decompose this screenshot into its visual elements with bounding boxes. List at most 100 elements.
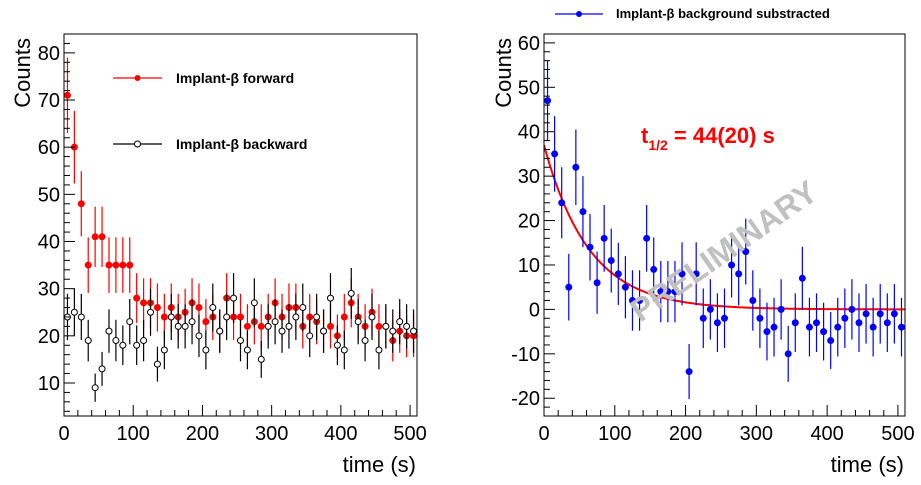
data-point (126, 318, 134, 326)
data-point (119, 261, 127, 269)
data-point (320, 327, 328, 335)
data-point (77, 200, 85, 208)
data-point (382, 322, 390, 330)
left-plot-frame (63, 33, 418, 417)
data-point (579, 208, 587, 216)
data-point (160, 346, 168, 354)
data-point (692, 270, 700, 278)
data-point (389, 327, 397, 335)
left-y-tick-label: 20 (38, 326, 60, 348)
data-point (784, 350, 792, 358)
right-x-tick-label: 100 (598, 423, 631, 445)
data-point (593, 279, 601, 287)
data-point (375, 346, 383, 354)
data-point (105, 261, 113, 269)
data-point (77, 313, 85, 321)
left-y-tick-label: 40 (38, 232, 60, 254)
data-point (133, 341, 141, 349)
data-point (91, 233, 99, 241)
data-point (848, 305, 856, 313)
data-point (368, 313, 376, 321)
right-panel: 0 100 200 300 400 500 -20 -10 0 10 20 30 40 50 60 Coun… (491, 6, 915, 477)
right-y-tick-label: 60 (518, 33, 540, 55)
data-point (650, 265, 658, 273)
left-x-tick-label: 300 (255, 423, 288, 445)
data-point (841, 314, 849, 322)
data-point (285, 322, 293, 330)
data-point (133, 294, 141, 302)
data-point (551, 150, 559, 158)
left-x-tick-label: 500 (393, 423, 426, 445)
data-point (410, 327, 417, 335)
data-point (340, 313, 348, 321)
data-point (890, 310, 898, 318)
data-point (278, 327, 286, 335)
data-point (153, 304, 161, 312)
data-point (883, 319, 891, 327)
data-point (721, 314, 728, 322)
data-point (834, 323, 842, 331)
data-point (306, 332, 314, 340)
right-x-tick-label: 300 (740, 423, 773, 445)
data-point (827, 336, 835, 344)
data-point (586, 243, 594, 251)
legend-bkg-sub-marker (576, 11, 582, 17)
data-point (98, 233, 106, 241)
legend-forward-label: Implant-β forward (176, 70, 294, 86)
data-point (664, 288, 672, 296)
data-point (216, 327, 224, 335)
data-point (396, 318, 404, 326)
data-point (791, 319, 799, 327)
left-x-tick-label: 100 (117, 423, 150, 445)
data-point (749, 297, 757, 305)
right-plot-frame (543, 33, 906, 417)
data-point (209, 304, 217, 312)
data-point (544, 97, 552, 105)
right-x-tick-label: 400 (810, 423, 843, 445)
data-point (105, 327, 113, 335)
left-legend: Implant-β forward Implant-β backward (113, 70, 307, 152)
data-point (713, 319, 721, 327)
right-y-tick-label: 0 (529, 299, 540, 321)
data-point (728, 261, 736, 269)
data-point (375, 322, 383, 330)
data-point (657, 288, 665, 296)
right-y-tick-label: 10 (518, 255, 540, 277)
right-y-tick-label: 30 (518, 166, 540, 188)
data-point (671, 288, 679, 296)
data-point (299, 304, 307, 312)
right-series-0 (544, 60, 905, 400)
data-point (140, 299, 148, 307)
left-y-tick-label: 10 (38, 373, 60, 395)
data-point (326, 322, 334, 330)
data-point (264, 322, 272, 330)
data-point (558, 199, 566, 207)
data-point (628, 297, 636, 305)
data-point (897, 323, 905, 331)
right-y-tick-label: 20 (518, 211, 540, 233)
data-point (243, 346, 251, 354)
data-point (855, 319, 863, 327)
left-y-tick-label: 80 (38, 43, 60, 65)
data-point (223, 313, 231, 321)
data-point (340, 346, 348, 354)
data-point (572, 163, 580, 171)
data-point (607, 257, 615, 265)
left-y-tick-label: 30 (38, 279, 60, 301)
left-y-tick-label: 50 (38, 184, 60, 206)
data-point (257, 322, 265, 330)
data-point (756, 314, 764, 322)
data-point (869, 323, 877, 331)
data-point (119, 341, 127, 349)
right-legend: Implant-β background substracted (555, 6, 830, 21)
right-y-tick-label: -20 (511, 388, 540, 410)
legend-backward-label: Implant-β backward (176, 136, 307, 152)
data-point (333, 341, 341, 349)
half-life-annotation: t1/2 = 44(20) s (641, 123, 775, 153)
data-point (230, 294, 238, 302)
left-y-tick-label: 60 (38, 137, 60, 159)
legend-forward-marker (134, 75, 141, 81)
legend-backward-marker (134, 140, 141, 148)
data-point (237, 337, 244, 345)
